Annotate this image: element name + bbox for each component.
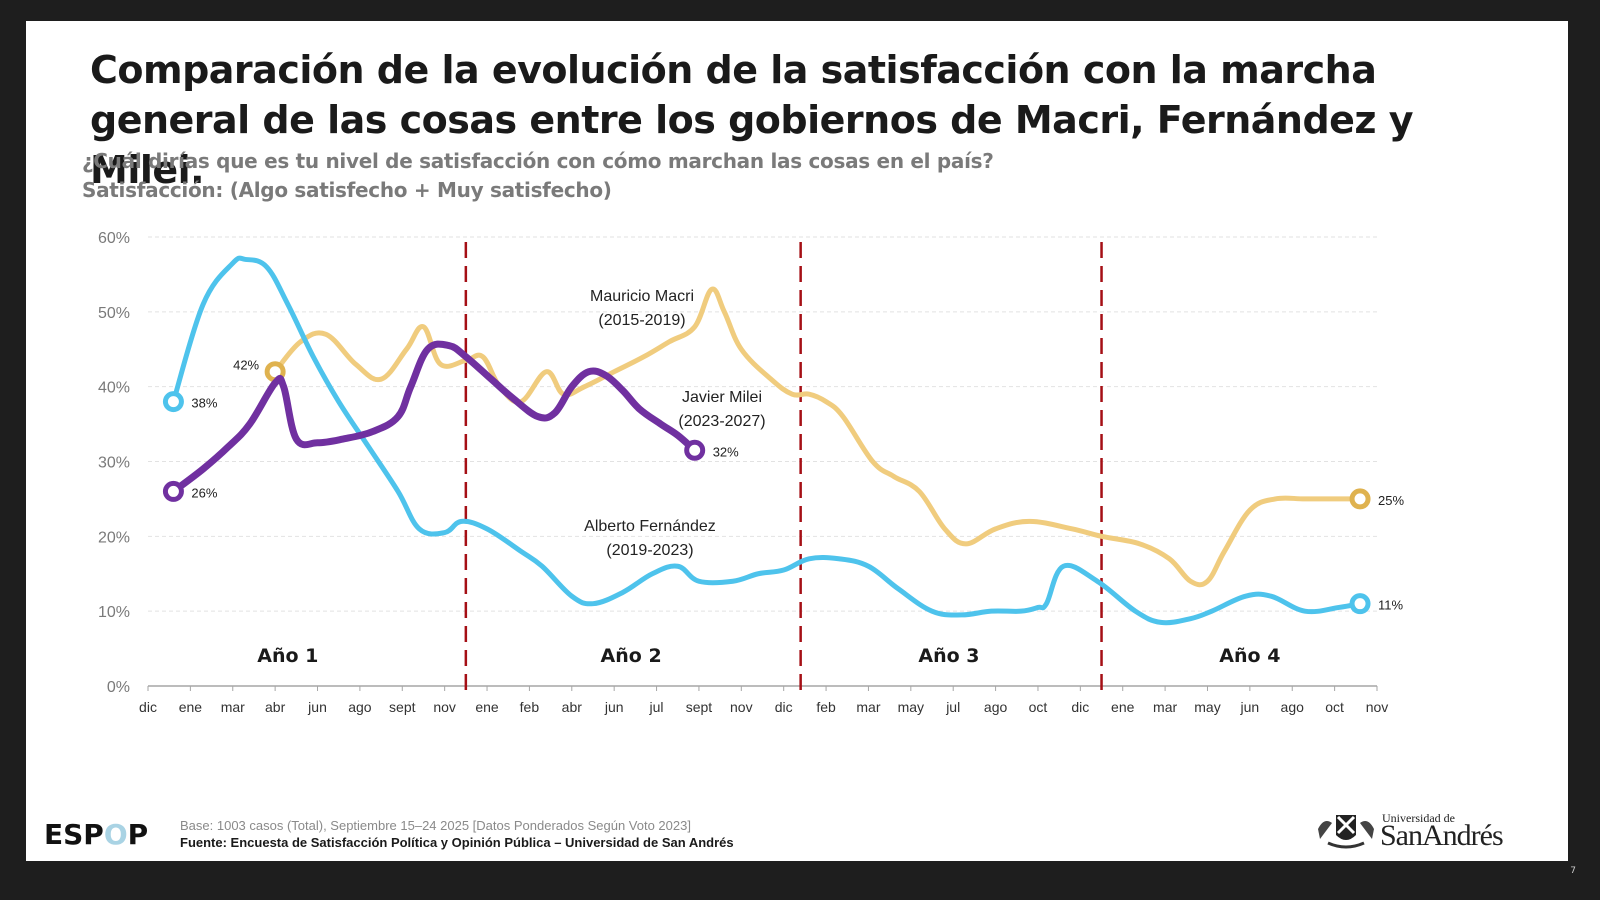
page-number: 7 [1570, 866, 1576, 876]
series-period-label: (2023-2027) [678, 413, 765, 430]
x-tick-label: feb [816, 699, 836, 715]
year-label: Año 2 [601, 645, 662, 667]
start-point-marker [162, 480, 184, 502]
x-tick-label: ago [984, 699, 1008, 715]
start-data-label: 42% [233, 358, 259, 373]
y-tick-label: 20% [98, 529, 130, 546]
y-tick-label: 10% [98, 604, 130, 621]
survey-question: ¿Cuál dirías que es tu nivel de satisfac… [82, 149, 994, 173]
university-logo: Universidad de SanAndrés [1314, 811, 1544, 856]
university-crest-icon [1318, 815, 1374, 849]
x-tick-label: sept [389, 699, 416, 715]
x-tick-label: abr [562, 699, 583, 715]
start-data-label: 38% [191, 396, 217, 411]
start-point-marker [162, 391, 184, 413]
slide: Comparación de la evolución de la satisf… [26, 21, 1568, 861]
y-tick-label: 0% [107, 679, 130, 696]
end-data-label: 25% [1378, 493, 1404, 508]
x-tick-label: jul [649, 699, 664, 715]
x-tick-label: jun [307, 699, 327, 715]
x-tick-label: ene [1111, 699, 1135, 715]
x-tick-label: jun [1240, 699, 1260, 715]
series-name-label: Mauricio Macri [590, 288, 694, 305]
series-period-label: (2015-2019) [598, 312, 685, 329]
end-data-label: 32% [713, 444, 739, 459]
year-labels: Año 1 Año 2 Año 3 Año 4 [257, 645, 1280, 667]
university-name-big: SanAndrés [1380, 819, 1504, 852]
x-tick-label: mar [856, 699, 880, 715]
series-name-label: Alberto Fernández [584, 518, 716, 535]
logo-text-o: O [103, 818, 128, 851]
x-tick-label: dic [775, 699, 793, 715]
x-tick-label: jul [945, 699, 960, 715]
x-tick-label: ago [348, 699, 372, 715]
y-tick-label: 50% [98, 305, 130, 322]
end-data-label: 11% [1378, 598, 1403, 613]
x-tick-label: may [1194, 699, 1220, 715]
x-tick-label: feb [520, 699, 540, 715]
y-tick-label: 40% [98, 380, 130, 397]
series-lines [162, 255, 1371, 626]
grid-lines [148, 236, 1377, 612]
series-line [169, 340, 699, 495]
x-tick-label: mar [1153, 699, 1177, 715]
logo-text-suffix: P [127, 818, 149, 851]
x-tick-label: mar [221, 699, 245, 715]
x-tick-label: abr [265, 699, 286, 715]
x-axis: dic ene mar abr jun ago sept nov ene feb abr jun jul… [139, 685, 1389, 715]
series-name-label: Javier Milei [682, 389, 762, 406]
x-tick-label: ene [179, 699, 203, 715]
year-label: Año 3 [918, 645, 979, 667]
x-tick-label: oct [1029, 699, 1048, 715]
y-axis: 0% 10% 20% 30% 40% 50% 60% [98, 230, 130, 696]
x-tick-label: dic [1071, 699, 1089, 715]
x-tick-label: ago [1281, 699, 1305, 715]
end-point-marker [1349, 488, 1371, 510]
x-tick-label: may [898, 699, 924, 715]
x-tick-label: nov [730, 699, 753, 715]
start-data-label: 26% [191, 485, 217, 500]
x-tick-label: nov [433, 699, 456, 715]
university-name-small: Universidad de [1382, 811, 1455, 825]
metric-definition: Satisfacción: (Algo satisfecho + Muy sat… [82, 178, 612, 202]
series-labels: 42% 25% Mauricio Macri (2015-2019) 38% 11% Alb… [191, 288, 1404, 613]
footer-source-note: Fuente: Encuesta de Satisfacción Polític… [180, 835, 734, 850]
x-tick-label: oct [1325, 699, 1344, 715]
x-tick-label: dic [139, 699, 157, 715]
x-tick-label: jun [604, 699, 624, 715]
footer-base-note: Base: 1003 casos (Total), Septiembre 15–… [180, 818, 691, 833]
y-tick-label: 60% [98, 230, 130, 247]
x-tick-label: sept [686, 699, 713, 715]
end-point-marker [1349, 593, 1371, 615]
espop-logo: ESPOP [44, 818, 148, 851]
year-label: Año 1 [257, 645, 318, 667]
series-period-label: (2019-2023) [606, 542, 693, 559]
series-line [170, 255, 1363, 626]
year-dividers [464, 242, 1103, 696]
slide-title: Comparación de la evolución de la satisf… [90, 48, 1414, 192]
end-point-marker [684, 439, 706, 461]
logo-text-prefix: ESP [44, 818, 104, 851]
series-line [272, 286, 1363, 588]
y-tick-label: 30% [98, 455, 130, 472]
slide-subtitle: ¿Cuál dirías que es tu nivel de satisfac… [82, 147, 994, 205]
x-tick-label: nov [1366, 699, 1389, 715]
x-tick-label: ene [475, 699, 499, 715]
year-label: Año 4 [1219, 645, 1280, 667]
